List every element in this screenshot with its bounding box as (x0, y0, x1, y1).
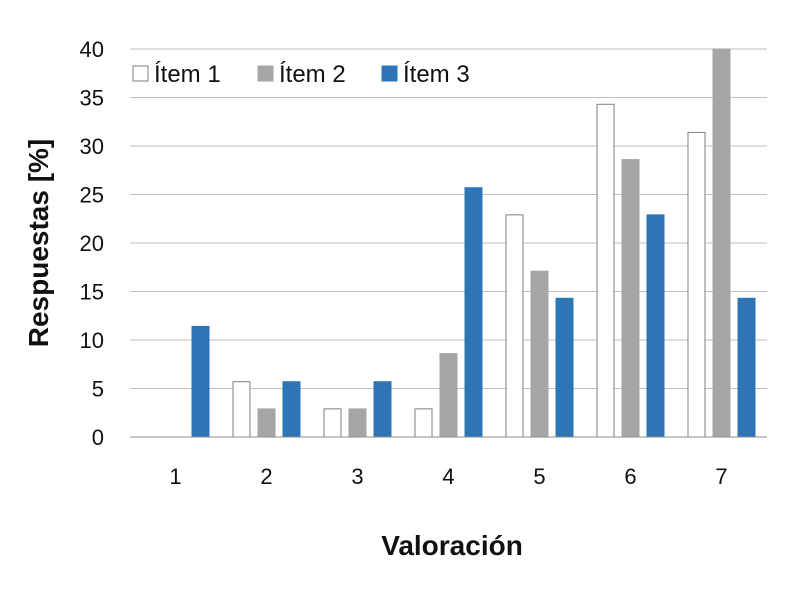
bar-3-cat-5 (555, 297, 574, 438)
legend-label-2: Ítem 2 (279, 61, 346, 88)
legend-swatch-2 (257, 65, 274, 82)
y-tick-label: 10 (80, 328, 104, 353)
bar-3-cat-2 (282, 381, 301, 438)
x-tick-label: 2 (260, 464, 272, 489)
x-tick-label: 7 (715, 464, 727, 489)
x-tick-label: 1 (169, 464, 181, 489)
bar-2-cat-4 (439, 353, 458, 438)
x-axis-title: Valoración (381, 530, 523, 561)
y-tick-label: 0 (92, 425, 104, 450)
legend-label-3: Ítem 3 (403, 61, 470, 88)
y-tick-label: 5 (92, 377, 104, 402)
x-tick-label: 3 (351, 464, 363, 489)
x-axis-ticks: 1 2 3 4 5 6 7 (169, 464, 727, 489)
bar-1-cat-3 (323, 408, 342, 438)
bar-1-cat-2 (232, 381, 251, 438)
bar-3-cat-6 (646, 214, 665, 438)
legend-swatch-1 (132, 65, 149, 82)
x-tick-label: 4 (442, 464, 454, 489)
bar-2-cat-3 (348, 408, 367, 438)
bar-3-cat-1 (191, 325, 210, 438)
bar-1-cat-5 (505, 214, 524, 438)
legend-swatch-3 (381, 65, 398, 82)
y-tick-label: 40 (80, 37, 104, 62)
gridlines (130, 48, 767, 389)
bar-1-cat-4 (414, 408, 433, 438)
bar-3-cat-7 (737, 297, 756, 438)
bar-1-cat-7 (687, 131, 706, 438)
y-axis-ticks: 0 5 10 15 20 25 30 35 40 (80, 37, 104, 450)
y-tick-label: 15 (80, 280, 104, 305)
bar-1-cat-6 (596, 103, 615, 438)
y-tick-label: 25 (80, 183, 104, 208)
y-tick-label: 20 (80, 231, 104, 256)
legend: Ítem 1 Ítem 2 Ítem 3 (132, 61, 470, 88)
bars (191, 48, 756, 438)
bar-2-cat-7 (712, 48, 731, 438)
y-tick-label: 30 (80, 134, 104, 159)
bar-2-cat-6 (621, 159, 640, 438)
bar-3-cat-3 (373, 381, 392, 438)
legend-label-1: Ítem 1 (154, 61, 221, 88)
x-tick-label: 5 (533, 464, 545, 489)
y-tick-label: 35 (80, 86, 104, 111)
x-tick-label: 6 (624, 464, 636, 489)
y-axis-title: Respuestas [%] (23, 139, 54, 348)
bar-2-cat-2 (257, 408, 276, 438)
bar-2-cat-5 (530, 270, 549, 438)
bar-3-cat-4 (464, 187, 483, 438)
